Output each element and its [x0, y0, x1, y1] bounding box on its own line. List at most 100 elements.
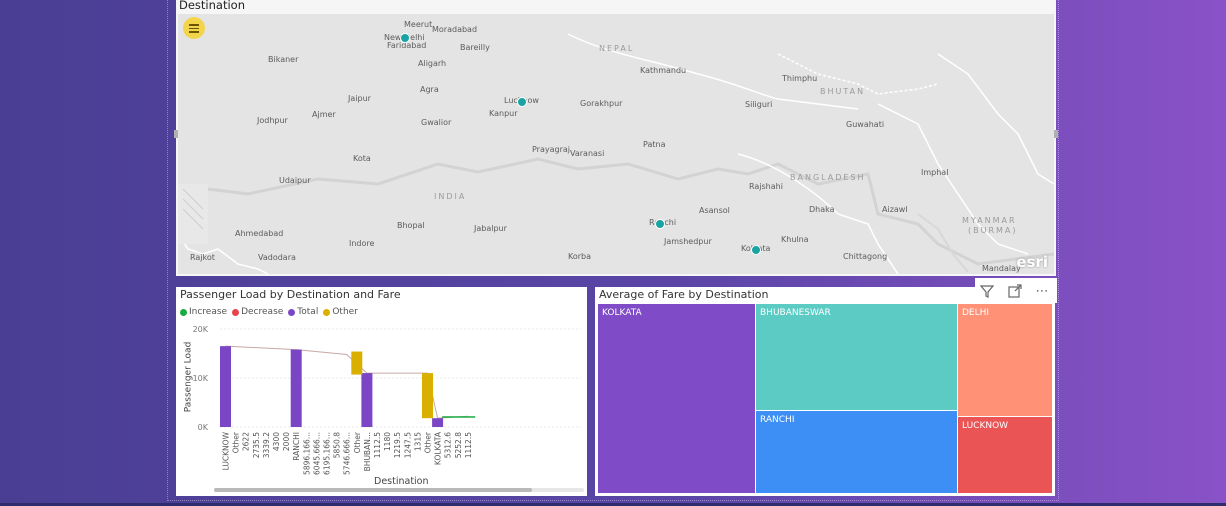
city-label: Khulna: [781, 235, 809, 244]
city-label: Imphal: [921, 168, 949, 177]
city-label: Jabalpur: [474, 224, 507, 233]
waterfall-chart-visual[interactable]: Passenger Load by Destination and Fare I…: [176, 287, 587, 496]
city-label: Bhopal: [397, 221, 425, 230]
city-label: Jodhpur: [257, 116, 288, 125]
map-point-lucknow[interactable]: [517, 97, 527, 107]
more-options-icon[interactable]: ⋯: [1035, 283, 1049, 299]
waterfall-bar[interactable]: [290, 349, 302, 427]
tile-label: DELHI: [962, 308, 990, 318]
waterfall-bar[interactable]: [442, 416, 476, 418]
x-tick-label: 6045.666...: [312, 432, 321, 475]
x-tick-label: BHUBAN...: [363, 432, 372, 471]
tile-label: LUCKNOW: [962, 421, 1009, 431]
legend-label: Total: [297, 307, 319, 317]
x-tick-label: 5896.166...: [302, 432, 311, 475]
legend-swatch: [288, 308, 296, 316]
city-label: Kanpur: [489, 109, 518, 118]
y-tick-label: 20K: [193, 325, 209, 334]
treemap-tile-delhi[interactable]: DELHI: [957, 303, 1053, 417]
city-label: Prayagraj: [532, 145, 571, 154]
city-label: Aizawl: [882, 205, 908, 214]
x-tick-label: KOLKATA: [434, 431, 443, 465]
city-label: Meerut: [404, 20, 433, 29]
treemap-tile-lucknow[interactable]: LUCKNOW: [957, 416, 1053, 494]
tile-label: RANCHI: [760, 415, 795, 425]
country-label: (BURMA): [968, 226, 1018, 235]
horizontal-scrollbar[interactable]: [214, 488, 532, 492]
x-tick-label: 5850.8: [333, 432, 342, 458]
waterfall-bar[interactable]: [432, 418, 444, 427]
map-visual[interactable]: Destination Meerut Moradabad New Delhi F…: [174, 0, 1058, 276]
city-label: Vadodara: [258, 253, 296, 262]
resize-handle-left[interactable]: [174, 130, 178, 138]
city-label: Chittagong: [843, 252, 888, 261]
country-label: BHUTAN: [820, 87, 866, 96]
esri-logo: esri: [1016, 253, 1048, 271]
legend-swatch: [180, 308, 187, 316]
legend-item-increase[interactable]: Increase: [180, 307, 227, 317]
treemap-tile-ranchi[interactable]: RANCHI: [755, 410, 958, 494]
x-tick-label: 3339.2: [262, 432, 271, 458]
city-label: Rajkot: [190, 253, 215, 262]
chart-title: Average of Fare by Destination: [599, 288, 769, 301]
x-tick-label: Other: [353, 431, 362, 453]
map-point-ranchi[interactable]: [655, 219, 665, 229]
resize-handle-right[interactable]: [1054, 130, 1058, 138]
waterfall-bar[interactable]: [361, 373, 373, 427]
city-label: Jaipur: [348, 94, 371, 103]
city-label: Asansol: [699, 206, 730, 215]
country-label: NEPAL: [599, 44, 635, 53]
chart-legend: Increase Decrease Total Other: [180, 307, 358, 317]
x-tick-label: 1112.5: [373, 432, 382, 458]
x-axis-label: Destination: [374, 476, 429, 487]
city-label: Patna: [643, 140, 666, 149]
treemap-visual[interactable]: Average of Fare by Destination KOLKATA B…: [595, 287, 1055, 496]
x-tick-label: RANCHI: [292, 432, 301, 461]
legend-label: Other: [332, 307, 358, 317]
y-tick-label: 0K: [198, 423, 209, 432]
city-label: Mandalay: [982, 264, 1021, 273]
x-tick-label: Other: [232, 431, 241, 453]
map-point-kolkata[interactable]: [751, 245, 761, 255]
page-bottom-bar: [0, 503, 1226, 506]
tile-label: BHUBANESWAR: [760, 308, 831, 318]
city-label: Bikaner: [268, 55, 299, 64]
legend-item-other[interactable]: Other: [323, 307, 358, 317]
city-label: Korba: [568, 252, 592, 261]
visual-header: ⋯: [975, 278, 1057, 303]
map-area[interactable]: Meerut Moradabad New Delhi Faridabad Bar…: [178, 14, 1054, 274]
x-tick-label: 6195.166...: [323, 432, 332, 475]
city-label: Kota: [353, 154, 371, 163]
x-tick-label: 1219.5: [393, 432, 402, 458]
filter-icon[interactable]: [978, 282, 996, 300]
hamburger-icon[interactable]: [183, 17, 205, 39]
country-label: MYANMAR: [962, 216, 1017, 225]
legend-item-total[interactable]: Total: [288, 307, 318, 317]
waterfall-bar[interactable]: [220, 346, 231, 427]
city-label: Bareilly: [460, 43, 490, 52]
city-label: Moradabad: [432, 25, 478, 34]
focus-mode-icon[interactable]: [1006, 282, 1024, 300]
city-label: Faridabad: [387, 41, 427, 50]
waterfall-bar[interactable]: [351, 351, 363, 375]
legend-item-decrease[interactable]: Decrease: [232, 307, 283, 317]
waterfall-bar[interactable]: [422, 373, 433, 419]
legend-label: Decrease: [241, 307, 284, 317]
legend-swatch: [232, 308, 240, 316]
treemap-tile-kolkata[interactable]: KOLKATA: [597, 303, 757, 494]
tile-label: KOLKATA: [602, 308, 642, 318]
city-label: Agra: [420, 85, 439, 94]
legend-swatch: [323, 308, 331, 316]
x-tick-label: 2000: [282, 432, 291, 451]
chart-title: Passenger Load by Destination and Fare: [180, 288, 401, 301]
city-label: Thimphu: [782, 74, 818, 83]
treemap-tile-bhubaneswar[interactable]: BHUBANESWAR: [755, 303, 958, 411]
x-tick-label: 2622: [242, 432, 251, 451]
city-label: Varanasi: [570, 149, 605, 158]
city-label: Jamshedpur: [664, 237, 712, 246]
x-tick-label: Other: [424, 431, 433, 453]
map-point-delhi[interactable]: [400, 33, 410, 43]
city-label: Rajshahi: [749, 182, 783, 191]
y-tick-label: 10K: [193, 374, 209, 383]
